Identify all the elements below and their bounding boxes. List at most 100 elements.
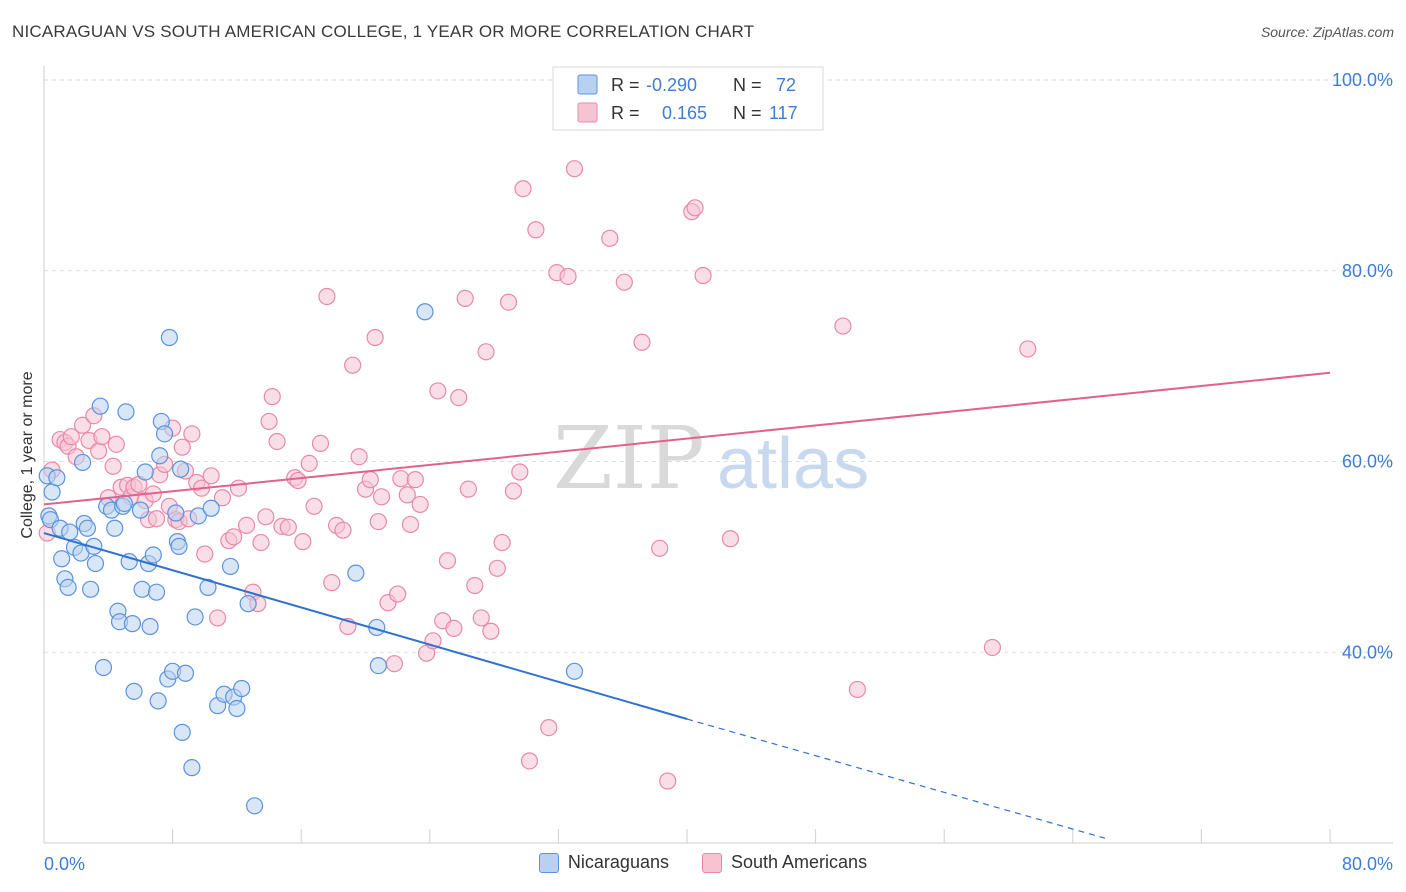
legend-n-value-1: 117: [769, 103, 798, 123]
point-south-american: [504, 482, 522, 500]
chart-source: Source: ZipAtlas.com: [1260, 24, 1394, 40]
point-nicaraguan: [233, 679, 251, 698]
legend-r-value-1: 0.165: [662, 103, 707, 123]
point-south-american: [62, 428, 80, 446]
point-south-american: [694, 266, 712, 285]
bottom-legend: Nicaraguans South Americans: [0, 852, 1406, 878]
point-south-american: [361, 471, 379, 489]
x-tick-label-start: 0.0%: [44, 854, 85, 874]
point-south-american: [456, 289, 474, 308]
chart-title: NICARAGUAN VS SOUTH AMERICAN COLLEGE, 1 …: [12, 22, 755, 41]
point-south-american: [438, 552, 457, 570]
nicaraguans-points: [38, 303, 584, 815]
point-south-american: [488, 559, 506, 577]
point-nicaraguan: [170, 537, 188, 555]
point-south-american: [493, 533, 511, 552]
point-south-american: [633, 333, 651, 351]
south-americans-points: [38, 160, 1037, 790]
point-south-american: [318, 287, 336, 306]
point-nicaraguan: [61, 523, 79, 541]
stats-legend: R = -0.290 N = 72 R = 0.165 N = 117: [552, 66, 824, 131]
point-south-american: [1019, 340, 1037, 358]
axes: [43, 66, 1393, 844]
point-nicaraguan: [172, 460, 190, 478]
point-south-american: [213, 489, 232, 507]
point-nicaraguan: [239, 595, 257, 613]
point-south-american: [398, 486, 416, 504]
point-south-american: [659, 772, 677, 790]
point-south-american: [202, 467, 220, 485]
point-south-american: [289, 471, 307, 490]
y-tick-labels: 40.0% 60.0% 80.0% 100.0%: [1332, 70, 1393, 662]
point-nicaraguan: [202, 499, 220, 517]
point-south-american: [305, 497, 323, 515]
point-south-american: [260, 412, 278, 431]
y-tick-label: 80.0%: [1342, 261, 1393, 281]
point-nicaraguan: [245, 797, 264, 815]
watermark: ZIP atlas: [553, 409, 869, 509]
bottom-legend-label-south-americans: South Americans: [731, 852, 868, 872]
point-nicaraguan: [151, 447, 169, 465]
legend-n-label-1: N =: [733, 103, 762, 123]
point-nicaraguan: [144, 546, 162, 564]
point-nicaraguan: [53, 550, 71, 568]
point-south-american: [90, 442, 108, 460]
point-south-american: [514, 180, 532, 198]
legend-n-label-0: N =: [733, 75, 762, 95]
point-south-american: [565, 160, 584, 178]
point-nicaraguan: [120, 553, 138, 571]
point-nicaraguan: [73, 453, 92, 472]
point-south-american: [686, 199, 704, 217]
x-tick-label-end: 80.0%: [1342, 854, 1393, 874]
point-nicaraguan: [43, 483, 61, 501]
point-south-american: [559, 267, 577, 286]
point-south-american: [279, 518, 297, 536]
point-nicaraguan: [183, 759, 201, 777]
bottom-legend-swatch-south-americans: [702, 852, 722, 873]
point-nicaraguan: [86, 554, 105, 573]
point-nicaraguan: [149, 692, 167, 710]
point-nicaraguan: [228, 699, 246, 718]
point-nicaraguan: [369, 657, 387, 675]
point-south-american: [104, 457, 122, 475]
point-nicaraguan: [115, 494, 133, 513]
point-south-american: [482, 622, 500, 640]
point-nicaraguan: [160, 328, 178, 347]
legend-r-value-0: -0.290: [646, 75, 697, 95]
point-south-american: [366, 328, 384, 347]
point-south-american: [406, 471, 424, 489]
point-nicaraguan: [59, 578, 77, 596]
point-south-american: [389, 585, 407, 603]
point-nicaraguan: [78, 519, 97, 537]
legend-swatch-south-americans: [577, 102, 598, 123]
point-south-american: [527, 221, 545, 239]
point-nicaraguan: [82, 580, 100, 598]
point-south-american: [147, 510, 166, 528]
point-south-american: [344, 356, 362, 374]
point-nicaraguan: [136, 463, 154, 481]
point-south-american: [237, 516, 256, 535]
legend-swatch-nicaraguans: [577, 74, 598, 95]
point-south-american: [477, 343, 495, 361]
point-south-american: [369, 512, 387, 531]
point-nicaraguan: [167, 504, 185, 522]
point-south-american: [520, 752, 539, 770]
point-south-american: [334, 521, 352, 539]
point-nicaraguan: [347, 564, 365, 582]
point-south-american: [300, 454, 318, 473]
point-nicaraguan: [123, 615, 142, 633]
point-south-american: [257, 508, 275, 526]
point-south-american: [834, 317, 852, 335]
gridlines: [44, 79, 1393, 653]
point-nicaraguan: [106, 519, 124, 537]
point-south-american: [196, 545, 214, 563]
point-south-american: [350, 448, 368, 466]
point-south-american: [651, 539, 669, 557]
point-nicaraguan: [173, 723, 191, 741]
point-south-american: [311, 434, 330, 452]
point-south-american: [268, 432, 286, 451]
point-nicaraguan: [48, 469, 66, 487]
point-south-american: [173, 438, 191, 456]
y-tick-label: 40.0%: [1342, 642, 1393, 662]
point-south-american: [472, 609, 490, 627]
